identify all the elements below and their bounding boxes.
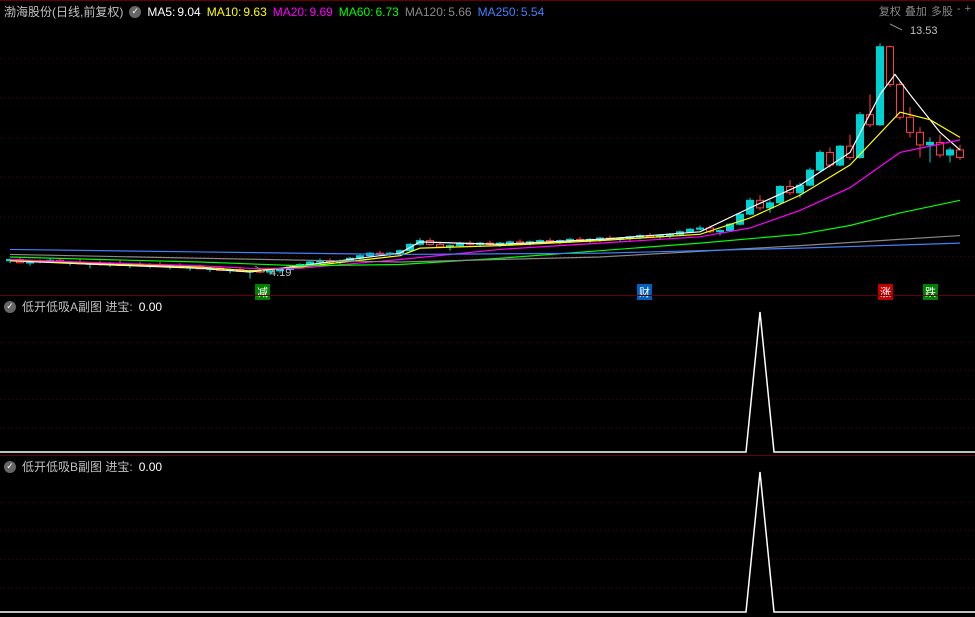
toolbar-btn-4[interactable]: + [965,3,971,19]
sub-panel-value-0: 0.00 [139,300,162,314]
ma-label-1: MA10:9.63 [207,5,267,19]
high-price-label: 13.53 [910,25,938,37]
toolbar-btn-1[interactable]: 叠加 [905,3,927,19]
ma-label-4: MA120:5.66 [405,5,472,19]
sub-panel-title-1: 低开低吸B副图 进宝: [22,458,133,475]
ma-label-0: MA5:9.04 [147,5,200,19]
sub-panel-svg-1 [0,456,975,616]
sub-info-dot-0[interactable]: ✓ [4,301,16,313]
candlestick-svg: 13.53 4.19 [0,1,975,296]
sub-indicator-panel-0[interactable]: ✓ 低开低吸A副图 进宝: 0.00 [0,295,975,455]
toolbar-btn-2[interactable]: 多股 [931,3,953,19]
sub-info-dot-1[interactable]: ✓ [4,461,16,473]
main-candlestick-panel[interactable]: 渤海股份(日线,前复权) ✓ MA5:9.04 MA10:9.63 MA20:9.69 M… [0,0,975,295]
low-price-label: 4.19 [270,267,291,279]
toolbar-btn-0[interactable]: 复权 [879,3,901,19]
main-panel-header: 渤海股份(日线,前复权) ✓ MA5:9.04 MA10:9.63 MA20:9.69 M… [4,3,544,20]
toolbar-btn-3[interactable]: - [957,3,961,19]
ma-label-2: MA20:9.69 [273,5,333,19]
ma-label-5: MA250:5.54 [478,5,545,19]
sub-panel-title-0: 低开低吸A副图 进宝: [22,298,133,315]
sub-indicator-panel-1[interactable]: ✓ 低开低吸B副图 进宝: 0.00 [0,455,975,615]
sub-panel-value-1: 0.00 [139,460,162,474]
sub-panel-header-0: ✓ 低开低吸A副图 进宝: 0.00 [4,298,162,315]
info-dot-icon[interactable]: ✓ [129,6,141,18]
sub-panel-svg-0 [0,296,975,456]
stock-title: 渤海股份(日线,前复权) [4,3,123,20]
ma-label-3: MA60:6.73 [339,5,399,19]
main-panel-toolbar: 复权叠加多股-+ [879,3,971,19]
sub-panel-header-1: ✓ 低开低吸B副图 进宝: 0.00 [4,458,162,475]
chart-container: 渤海股份(日线,前复权) ✓ MA5:9.04 MA10:9.63 MA20:9.69 M… [0,0,975,617]
